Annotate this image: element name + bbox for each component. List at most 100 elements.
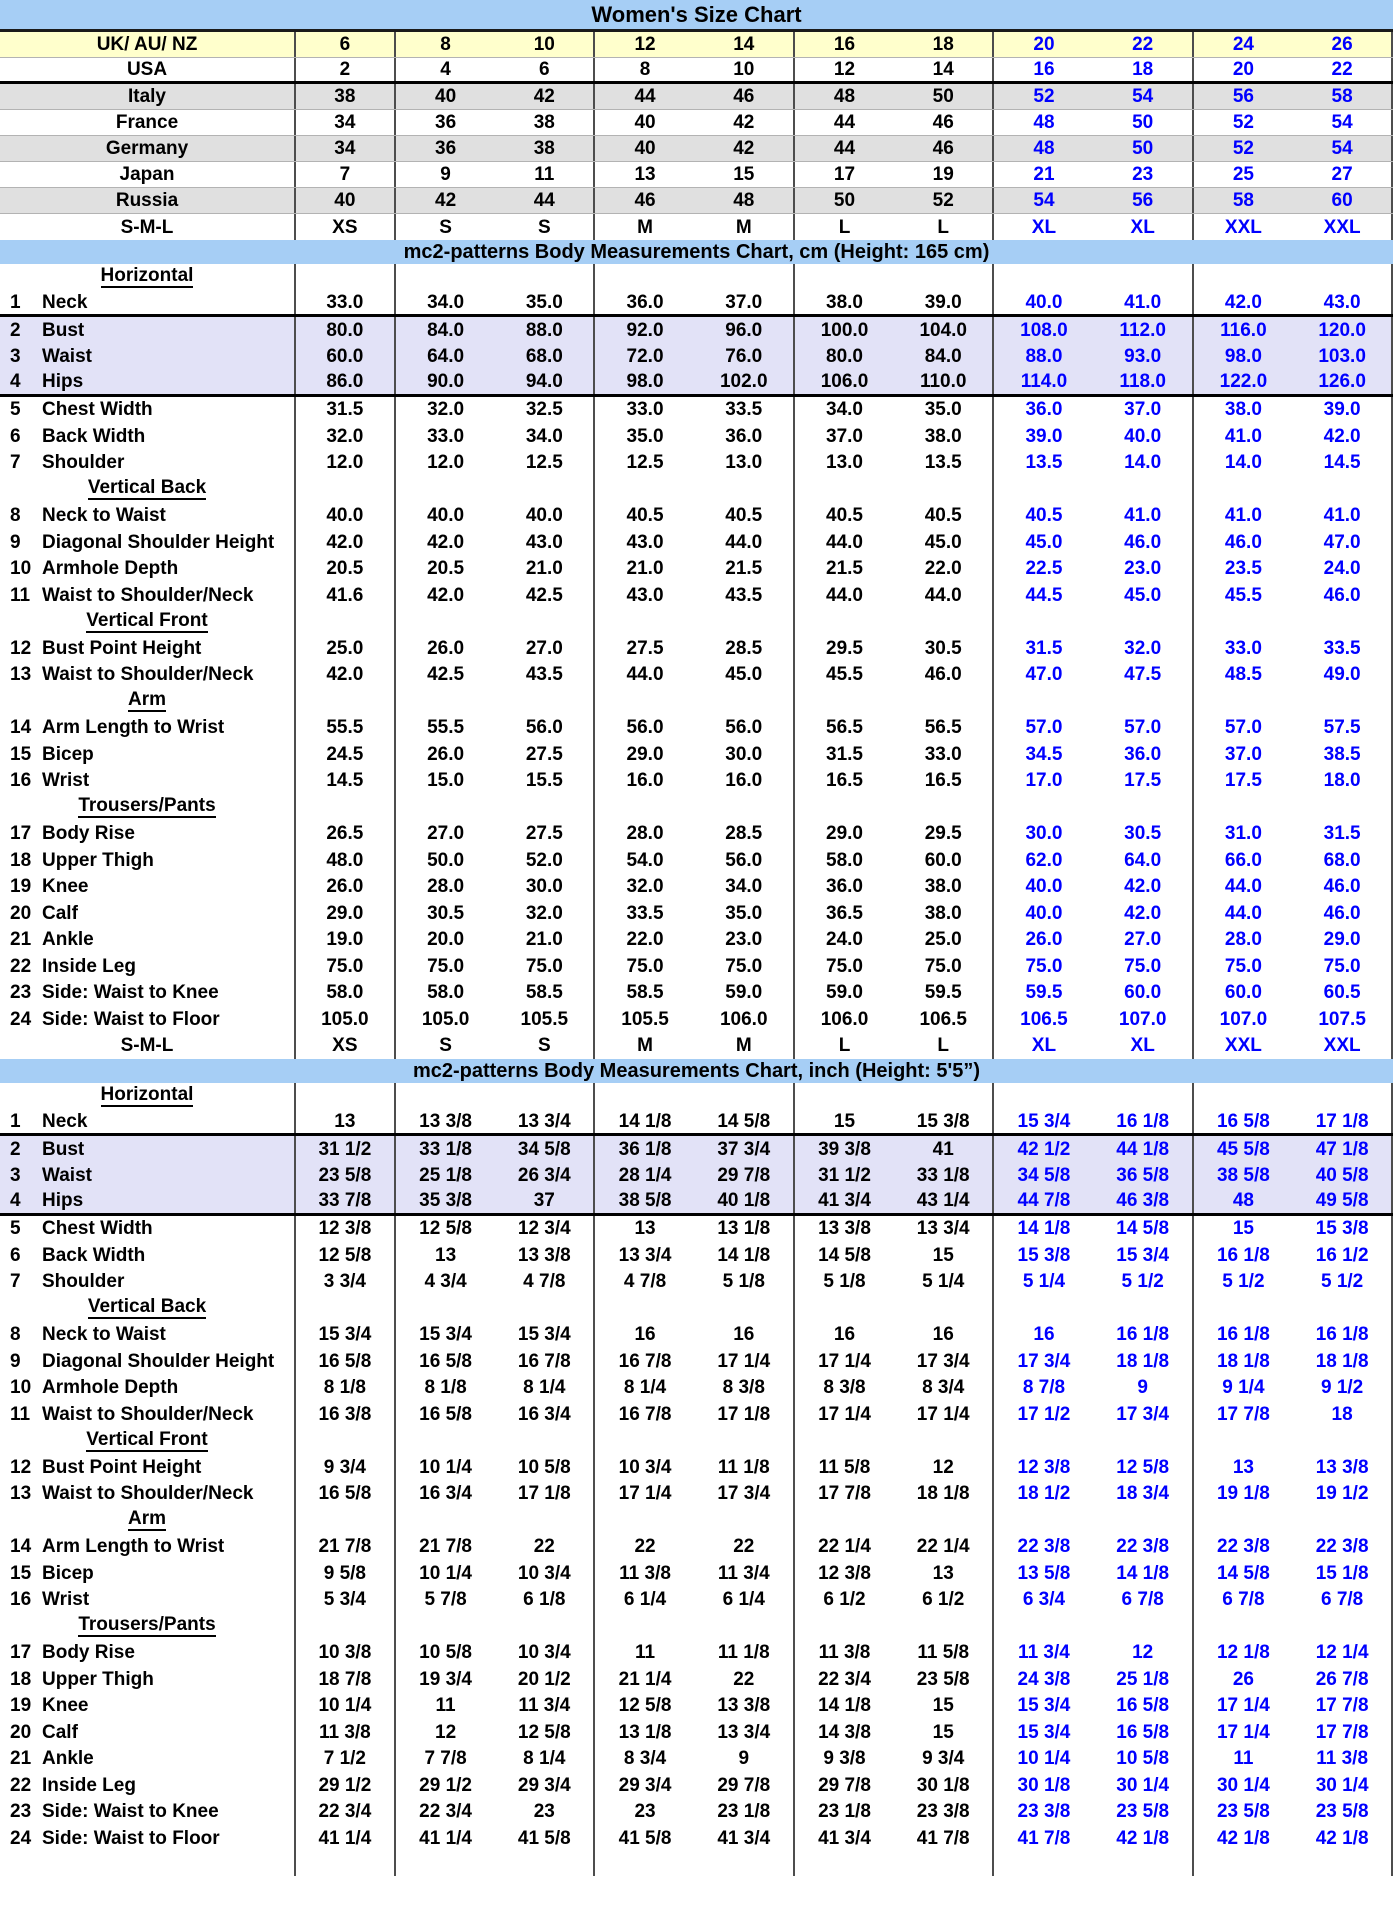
empty-cell xyxy=(1293,476,1393,503)
empty-cell xyxy=(795,476,895,503)
table-row: 14 Arm Length to Wrist 21 7/8 21 7/8 22 22 22 2… xyxy=(0,1533,1393,1560)
value-cell: 58 xyxy=(1293,84,1393,109)
row-label-text: Side: Waist to Knee xyxy=(42,1801,219,1823)
empty-cell xyxy=(296,1427,396,1454)
table-row: 15 Bicep 9 5/8 10 1/4 10 3/4 11 3/8 11 3/4 12 3… xyxy=(0,1560,1393,1587)
table-row: 5 Chest Width 31.5 32.0 32.5 33.0 33.5 34.0 35.0… xyxy=(0,396,1393,423)
table-row: 6 Back Width 32.0 33.0 34.0 35.0 36.0 37.0 38.0 3… xyxy=(0,423,1393,450)
empty-cell xyxy=(894,794,995,821)
empty-cell xyxy=(595,609,695,636)
value-cell: 59.5 xyxy=(894,979,995,1006)
row-label: 10 Armhole Depth xyxy=(0,555,296,582)
value-cell: 47.0 xyxy=(1293,529,1393,556)
value-cell: 29.0 xyxy=(296,900,396,927)
table-row: 2 Bust 31 1/2 33 1/8 34 5/8 36 1/8 37 3/4 39 3/… xyxy=(0,1136,1393,1163)
row-label: 16 Wrist xyxy=(0,1586,296,1613)
value-cell: 16 xyxy=(1033,59,1055,80)
row-label: 14 Arm Length to Wrist xyxy=(0,1533,296,1560)
value-cell: 46 xyxy=(695,84,795,109)
value-cell: 42 1/8 xyxy=(1094,1825,1194,1852)
value-cell: 13 xyxy=(296,1109,396,1133)
row-label: 1 Neck xyxy=(0,290,296,314)
value-cell: 64.0 xyxy=(1094,847,1194,874)
value-cell: 11 3/4 xyxy=(495,1692,596,1719)
empty-cell xyxy=(1094,1083,1194,1110)
row-number: 6 xyxy=(10,1244,21,1266)
value-cell: 12 xyxy=(833,59,856,80)
empty-cell xyxy=(396,609,496,636)
row-label-text: Back Width xyxy=(42,1244,146,1266)
value-cell: XXL xyxy=(1224,1035,1262,1057)
value-cell: 4 xyxy=(440,59,451,80)
value-cell: 105.0 xyxy=(296,1006,396,1033)
value-cell: 42 xyxy=(495,84,596,109)
empty-cell xyxy=(296,1613,396,1640)
empty-cell xyxy=(495,688,596,715)
row-label-text: Neck xyxy=(42,291,88,313)
empty-cell xyxy=(994,1428,1094,1455)
value-cell: 43.0 xyxy=(626,584,664,606)
value-cell: 15 xyxy=(894,1242,995,1269)
row-label-text: Waist xyxy=(42,1165,92,1187)
value-cell: 5 1/2 xyxy=(1293,1268,1393,1295)
empty-cell xyxy=(695,1083,795,1110)
value-cell: 105.5 xyxy=(621,1008,669,1030)
value-cell: 41 xyxy=(894,1136,995,1163)
empty-cell xyxy=(1194,1083,1294,1110)
row-label-text: Waist xyxy=(42,346,92,368)
row-number: 2 xyxy=(10,1138,21,1160)
value-cell: 29 7/8 xyxy=(695,1772,795,1799)
value-cell: 26 7/8 xyxy=(1293,1666,1393,1693)
value-cell: 54 xyxy=(1293,110,1393,135)
row-number: 1 xyxy=(10,291,21,313)
empty-cell xyxy=(1293,688,1393,715)
empty-cell xyxy=(1094,1427,1194,1454)
empty-cell xyxy=(1194,609,1294,636)
value-cell: 21.0 xyxy=(626,558,664,580)
value-cell: 6 1/8 xyxy=(495,1586,596,1613)
table-row: 4 Hips 33 7/8 35 3/8 37 38 5/8 40 1/8 41 3/4 43 … xyxy=(0,1189,1393,1216)
value-cell: 23 5/8 xyxy=(1094,1798,1194,1825)
value-cell: 23.5 xyxy=(1224,558,1262,580)
row-label: 10 Armhole Depth xyxy=(0,1374,296,1401)
row-label-text: Calf xyxy=(42,1721,78,1743)
value-cell: 75.0 xyxy=(495,953,596,980)
empty-cell xyxy=(894,1427,995,1454)
value-cell: 75.0 xyxy=(626,955,664,977)
value-cell: 41 5/8 xyxy=(495,1825,596,1852)
value-cell: 26.5 xyxy=(296,820,396,847)
value-cell: M xyxy=(637,216,653,238)
empty-cell xyxy=(695,1295,795,1322)
value-cell: 12 5/8 xyxy=(495,1719,596,1746)
section-label: Vertical Front xyxy=(0,1427,296,1454)
value-cell: 34 xyxy=(296,136,396,161)
value-cell: XXL xyxy=(1293,1032,1393,1059)
value-cell: 24.0 xyxy=(826,929,863,951)
value-cell: 25 1/8 xyxy=(1094,1666,1194,1693)
value-cell: 59.5 xyxy=(1025,982,1063,1004)
value-cell: 16 7/8 xyxy=(495,1348,596,1375)
value-cell: 92.0 xyxy=(626,319,664,341)
row-label: 24 Side: Waist to Floor xyxy=(0,1825,296,1852)
value-cell: 40.0 xyxy=(1094,423,1194,450)
empty-cell xyxy=(795,794,895,821)
value-cell: 43 1/4 xyxy=(894,1189,995,1213)
value-cell: 15 3/4 xyxy=(1017,1721,1071,1743)
value-cell: 40 xyxy=(435,86,457,107)
row-number: 15 xyxy=(10,1562,32,1584)
row-label: 9 Diagonal Shoulder Height xyxy=(0,529,296,556)
row-number: 9 xyxy=(10,531,21,553)
table-row: 3 Waist 23 5/8 25 1/8 26 3/4 28 1/4 29 7/8 31 1… xyxy=(0,1162,1393,1189)
value-cell: 42 1/2 xyxy=(1017,1138,1071,1160)
value-cell: 12 xyxy=(634,34,656,55)
value-cell: 60.0 xyxy=(894,847,995,874)
value-cell: 44 xyxy=(833,138,856,159)
row-label-text: Neck xyxy=(42,1110,88,1132)
value-cell: 17.5 xyxy=(1094,767,1194,794)
value-cell: 41 3/4 xyxy=(818,1190,871,1212)
section-header-row: Arm xyxy=(0,688,1393,715)
value-cell: 45.0 xyxy=(1025,531,1063,553)
empty-cell xyxy=(1194,1295,1294,1322)
empty-cell xyxy=(894,476,995,503)
value-cell: 29.0 xyxy=(1293,926,1393,953)
